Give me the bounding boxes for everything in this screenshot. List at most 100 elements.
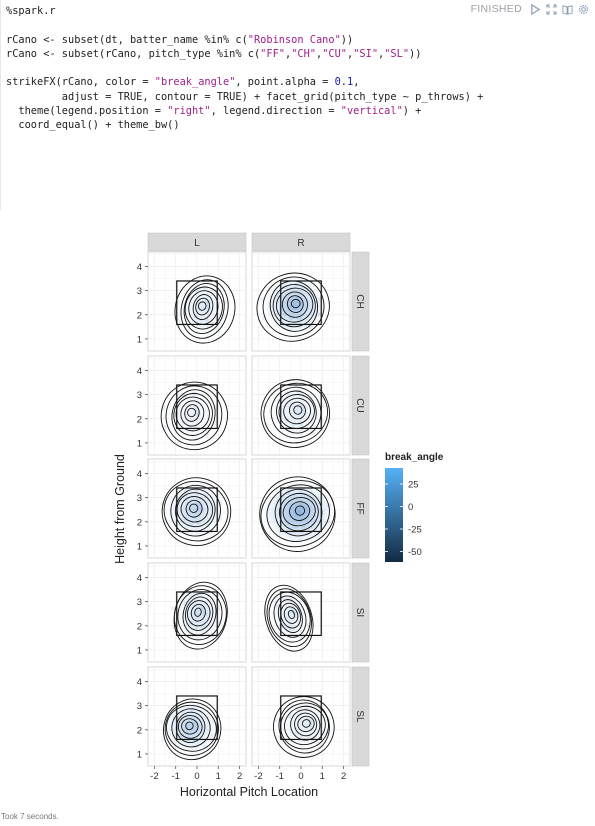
status-label: FINISHED xyxy=(470,3,522,15)
facet-label-row: SI xyxy=(354,608,365,617)
density-contour xyxy=(275,287,314,323)
facet-label-row: CH xyxy=(354,294,365,308)
density-contour xyxy=(195,297,210,316)
y-tick-label: 1 xyxy=(137,541,142,552)
density-contour xyxy=(269,280,319,332)
x-tick-label: 2 xyxy=(237,771,242,782)
expand-icon[interactable] xyxy=(546,3,557,15)
pitch-point xyxy=(317,741,323,747)
pitch-point xyxy=(179,733,185,738)
code-editor[interactable]: %spark.r rCano <- subset(dt, batter_name… xyxy=(6,4,483,133)
pitch-point xyxy=(176,318,182,324)
pitch-point xyxy=(299,635,305,640)
density-contour xyxy=(284,705,326,746)
strike-zone xyxy=(280,487,322,533)
density-contour xyxy=(183,282,225,335)
x-tick-label: 1 xyxy=(216,771,221,782)
x-tick-label: 1 xyxy=(320,771,325,782)
code-token: rCano <- subset(rCano, pitch_type %in% c… xyxy=(6,47,261,60)
pitch-point xyxy=(210,733,216,738)
pitch-point xyxy=(204,317,210,323)
y-tick-label: 4 xyxy=(137,469,142,480)
code-line xyxy=(6,18,476,32)
pitch-point xyxy=(199,507,204,513)
density-contour xyxy=(262,276,325,337)
pitch-point xyxy=(275,734,281,740)
density-contour xyxy=(174,275,236,344)
facet-label-row: SL xyxy=(354,710,365,723)
code-token: "vertical" xyxy=(340,105,403,118)
y-tick-label: 1 xyxy=(137,749,142,760)
facet-strip-row xyxy=(351,251,370,352)
pitch-point xyxy=(304,704,310,710)
density-contour xyxy=(290,298,301,309)
density-contour xyxy=(180,279,229,339)
density-contour xyxy=(289,501,311,521)
pitch-point xyxy=(317,296,323,302)
density-contour xyxy=(173,581,228,650)
density-contour xyxy=(278,394,315,429)
density-contour xyxy=(256,272,330,342)
density-contour xyxy=(280,602,302,629)
code-line: %spark.r xyxy=(6,4,476,18)
pitch-point xyxy=(182,601,188,607)
y-axis-title: Height from Ground xyxy=(113,454,127,564)
code-token: adjust = TRUE, contour = TRUE) + facet_g… xyxy=(6,90,484,103)
code-token: )) xyxy=(409,47,422,60)
density-contour xyxy=(259,476,336,552)
facet-strip-row xyxy=(351,458,370,559)
code-line: coord_equal() + theme_bw() xyxy=(6,118,476,132)
code-token: , point.alpha = xyxy=(235,76,335,89)
y-tick-label: 4 xyxy=(137,366,142,377)
code-token: "CH" xyxy=(291,47,316,60)
density-contour xyxy=(283,606,299,624)
code-token: "FF" xyxy=(260,47,285,60)
pitch-point xyxy=(299,502,305,508)
y-tick-label: 2 xyxy=(137,517,142,528)
gear-icon[interactable] xyxy=(578,4,589,15)
y-tick-label: 3 xyxy=(137,493,142,504)
book-icon[interactable] xyxy=(562,4,573,15)
code-token: , xyxy=(353,76,360,89)
density-contour xyxy=(301,719,311,728)
pitch-point xyxy=(308,324,314,329)
pitch-point xyxy=(310,430,316,436)
density-contour xyxy=(277,599,303,634)
density-contour xyxy=(270,386,322,439)
density-contour xyxy=(281,291,308,318)
density-contour xyxy=(187,407,197,418)
density-contour xyxy=(283,397,311,425)
strike-zone xyxy=(280,695,322,741)
facet-strip-row xyxy=(351,666,370,767)
density-contour xyxy=(186,600,211,627)
density-fill xyxy=(268,585,313,647)
run-icon[interactable] xyxy=(530,3,541,15)
pitch-point xyxy=(204,432,210,438)
facet-strip-row xyxy=(351,355,370,456)
x-axis-title: Horizontal Pitch Location xyxy=(180,785,318,799)
code-token: theme(legend.position = xyxy=(6,105,168,118)
pitch-point xyxy=(182,516,188,522)
code-token: %spark.r xyxy=(6,5,56,17)
y-tick-label: 3 xyxy=(137,597,142,608)
density-contour xyxy=(293,405,303,415)
density-contour xyxy=(181,718,199,735)
density-contour xyxy=(163,698,222,761)
strike-zone xyxy=(176,280,218,326)
faceted-density-chart: L R CH 1 2 3 4 CU 1 2 3 4 FF 1 2 3 4 SI 1 2 3 4 SL 1 2 3 4 -2 -1 0 1 2 -… xyxy=(113,232,444,799)
density-contour xyxy=(161,477,232,546)
x-tick-label: 0 xyxy=(194,771,199,782)
density-fill xyxy=(164,479,226,540)
y-tick-label: 4 xyxy=(137,573,142,584)
density-contour xyxy=(294,505,306,516)
paragraph-status-bar: FINISHED xyxy=(471,3,589,15)
code-token: ) + xyxy=(402,105,422,118)
x-tick-label: 0 xyxy=(298,771,303,782)
density-contour xyxy=(260,379,330,448)
facet-label-row: FF xyxy=(354,502,365,514)
x-tick-label: -2 xyxy=(150,771,158,782)
pitch-point xyxy=(299,405,305,411)
execution-time: Took 7 seconds. xyxy=(1,812,59,821)
legend-tick-label: 0 xyxy=(408,502,413,513)
pitch-point xyxy=(202,744,208,750)
